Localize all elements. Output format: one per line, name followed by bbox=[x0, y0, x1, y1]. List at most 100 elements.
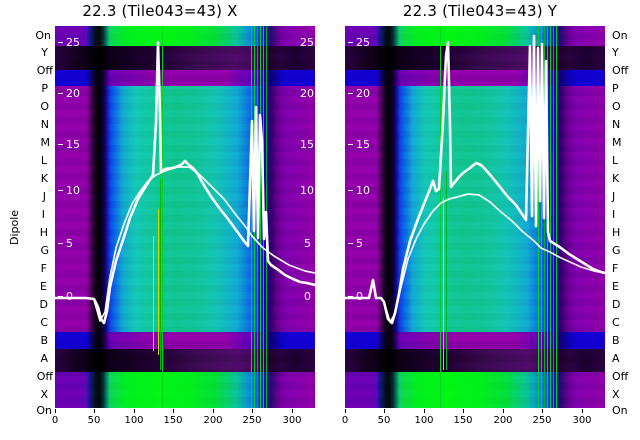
dipole-label: L bbox=[40, 154, 47, 167]
inner-ytick-label-right: 15 bbox=[300, 138, 314, 151]
streak-green bbox=[550, 26, 551, 408]
dipole-label: B bbox=[40, 334, 48, 347]
streak-green bbox=[446, 171, 447, 370]
dipole-label: N bbox=[612, 118, 621, 131]
heatmap-y[interactable] bbox=[345, 26, 605, 408]
x-tick-label: 100 bbox=[414, 415, 434, 426]
x-tick-label: 300 bbox=[572, 415, 592, 426]
dipole-label: C bbox=[612, 316, 620, 329]
dipole-label: I bbox=[41, 208, 45, 221]
dipole-label: E bbox=[612, 280, 619, 293]
dipole-label: D bbox=[39, 298, 48, 311]
inner-ytick-label: 10 bbox=[356, 184, 370, 197]
streak-green bbox=[160, 178, 161, 370]
dipole-label: G bbox=[612, 244, 621, 257]
dipole-label: E bbox=[40, 280, 47, 293]
dipole-label: On bbox=[612, 404, 628, 417]
streak-green bbox=[538, 26, 539, 408]
dipole-label: Off bbox=[612, 370, 629, 383]
dipole-label: H bbox=[39, 226, 48, 239]
overlay-curve-y bbox=[345, 34, 605, 325]
dipole-label: Off bbox=[36, 370, 53, 383]
x-tick-label: 250 bbox=[242, 415, 262, 426]
dipole-label: B bbox=[612, 334, 620, 347]
dipole-label: A bbox=[40, 352, 48, 365]
inner-ytick-label-right: 5 bbox=[304, 237, 311, 250]
heatmap-x-shading bbox=[55, 26, 315, 408]
dipole-label: X bbox=[40, 388, 48, 401]
streak-green bbox=[556, 26, 557, 408]
y-axis-title: Dipole bbox=[8, 209, 21, 245]
inner-ytick-label: 15 bbox=[356, 138, 370, 151]
dipole-label: On bbox=[612, 29, 628, 42]
dipole-label: G bbox=[40, 244, 49, 257]
inner-ytick-label: 20 bbox=[66, 87, 80, 100]
streak-green bbox=[251, 26, 252, 408]
streak-green bbox=[158, 209, 159, 355]
overlay-curve-x bbox=[55, 40, 315, 325]
panel-x-title: 22.3 (Tile043=43) X bbox=[82, 2, 238, 20]
x-tick-label: 250 bbox=[532, 415, 552, 426]
dipole-label: K bbox=[612, 172, 620, 185]
inner-ytick-label-right: 20 bbox=[300, 87, 314, 100]
dipole-label: N bbox=[40, 118, 49, 131]
dipole-label: On bbox=[35, 29, 51, 42]
x-tick-label: 200 bbox=[203, 415, 223, 426]
inner-ytick-label: 20 bbox=[356, 87, 370, 100]
dipole-label: J bbox=[612, 190, 616, 203]
inner-ytick-label: 5 bbox=[356, 237, 363, 250]
inner-ytick-label-right: 25 bbox=[300, 36, 314, 49]
inner-ytick-label: 25 bbox=[66, 36, 80, 49]
panel-y: 22.3 (Tile043=43) Y bbox=[320, 0, 640, 440]
x-tick-label: 100 bbox=[124, 415, 144, 426]
dipole-label: F bbox=[612, 262, 619, 275]
inner-ytick-label: 15 bbox=[66, 138, 80, 151]
x-tick-label: 50 bbox=[87, 415, 101, 426]
dipole-label: O bbox=[40, 100, 49, 113]
inner-ytick-label: 25 bbox=[356, 36, 370, 49]
streak-green bbox=[440, 26, 441, 408]
dipole-label: K bbox=[40, 172, 48, 185]
inner-ytick-label-right: 0 bbox=[304, 290, 311, 303]
dipole-label: L bbox=[612, 154, 619, 167]
inner-ytick-label: 10 bbox=[66, 184, 80, 197]
dipole-label: Y bbox=[41, 46, 48, 59]
dipole-label: H bbox=[612, 226, 621, 239]
dipole-label: A bbox=[612, 352, 620, 365]
dipole-label: I bbox=[612, 208, 616, 221]
streak-green bbox=[260, 26, 261, 408]
dipole-label: F bbox=[40, 262, 47, 275]
x-tick-label: 200 bbox=[493, 415, 513, 426]
streak-green bbox=[553, 26, 554, 408]
dipole-label: X bbox=[612, 388, 620, 401]
dipole-label: P bbox=[612, 82, 619, 95]
dipole-label: Off bbox=[36, 64, 53, 77]
panel-y-title: 22.3 (Tile043=43) Y bbox=[402, 2, 558, 20]
dipole-label: Off bbox=[612, 64, 629, 77]
dipole-label: J bbox=[42, 190, 46, 203]
inner-ytick-label: 0 bbox=[356, 290, 363, 303]
dipole-label: Y bbox=[612, 46, 619, 59]
streak-green bbox=[541, 26, 542, 408]
dipole-label: On bbox=[36, 404, 52, 417]
streak-yellow bbox=[153, 236, 154, 351]
x-tick-label: 300 bbox=[282, 415, 302, 426]
dipole-label: M bbox=[40, 136, 51, 149]
streak-green bbox=[162, 26, 163, 408]
dipole-label: O bbox=[612, 100, 621, 113]
panel-x: 22.3 (Tile043=43) X Dipole bbox=[8, 2, 315, 426]
heatmap-y-shading bbox=[345, 26, 605, 408]
inner-ytick-label: 0 bbox=[66, 290, 73, 303]
dipole-label: C bbox=[40, 316, 48, 329]
x-tick-label: 0 bbox=[341, 415, 349, 426]
dipole-label: D bbox=[612, 298, 621, 311]
dipole-label: P bbox=[41, 82, 48, 95]
x-tick-label: 50 bbox=[377, 415, 391, 426]
streak-yellow bbox=[443, 197, 444, 370]
inner-ytick-label: 5 bbox=[66, 237, 73, 250]
dipole-label: M bbox=[612, 136, 622, 149]
x-tick-label: 0 bbox=[51, 415, 59, 426]
x-tick-label: 150 bbox=[453, 415, 473, 426]
heatmap-x[interactable] bbox=[55, 26, 315, 408]
